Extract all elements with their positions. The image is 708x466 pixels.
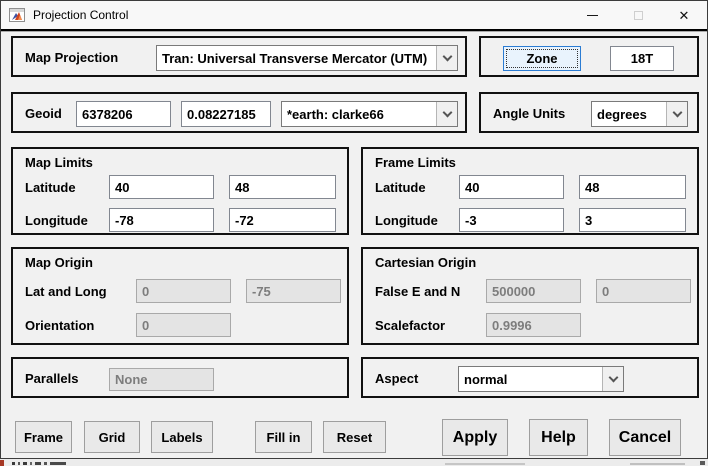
false-e-and-n-label: False E and N: [375, 284, 461, 299]
labels-button[interactable]: Labels: [151, 421, 213, 453]
titlebar-divider-shadow: [1, 31, 707, 32]
map-limits-lon-max-field[interactable]: -72: [229, 208, 336, 232]
frame-limits-latitude-label: Latitude: [375, 180, 426, 195]
frame-limits-group: Frame Limits Latitude 40 48 Longitude -3…: [361, 147, 699, 235]
origin-long-field: -75: [246, 279, 341, 303]
angle-units-select[interactable]: degrees: [591, 101, 688, 127]
background-artifact: [630, 463, 685, 465]
map-projection-select[interactable]: Tran: Universal Transverse Mercator (UTM…: [156, 45, 458, 71]
frame-limits-lat-min-field[interactable]: 40: [459, 175, 564, 199]
cancel-button[interactable]: Cancel: [609, 419, 681, 456]
frame-limits-longitude-label: Longitude: [375, 213, 438, 228]
origin-lat-field: 0: [136, 279, 231, 303]
map-limits-longitude-label: Longitude: [25, 213, 88, 228]
angle-units-group: Angle Units degrees: [479, 92, 699, 133]
background-artifact: [50, 462, 66, 465]
titlebar[interactable]: Projection Control ✕: [1, 1, 707, 29]
parallels-group: Parallels None: [11, 357, 349, 398]
angle-units-value: degrees: [597, 106, 647, 122]
background-window-sliver: [0, 459, 708, 466]
map-projection-value: Tran: Universal Transverse Mercator (UTM…: [162, 50, 428, 66]
orientation-label: Orientation: [25, 318, 95, 333]
cartesian-origin-group: Cartesian Origin False E and N 500000 0 …: [361, 247, 699, 345]
titlebar-divider: [1, 29, 707, 31]
lat-and-long-label: Lat and Long: [25, 284, 107, 299]
false-northing-field: 0: [596, 279, 691, 303]
map-limits-group: Map Limits Latitude 40 48 Longitude -78 …: [11, 147, 349, 235]
geoid-semimajor-field[interactable]: 6378206: [76, 101, 171, 127]
parallels-field: None: [109, 368, 214, 391]
geoid-label: Geoid: [25, 106, 62, 121]
geoid-ellipsoid-value: *earth: clarke66: [287, 106, 384, 122]
close-icon: ✕: [678, 7, 690, 23]
map-limits-lat-min-field[interactable]: 40: [109, 175, 214, 199]
aspect-group: Aspect normal: [361, 357, 699, 398]
matlab-figure-icon: [9, 8, 25, 22]
aspect-select[interactable]: normal: [458, 366, 624, 392]
frame-limits-lat-max-field[interactable]: 48: [579, 175, 686, 199]
map-origin-group: Map Origin Lat and Long 0 -75 Orientatio…: [11, 247, 349, 345]
background-artifact: [18, 462, 20, 465]
background-artifact: [445, 463, 525, 465]
background-artifact: [0, 460, 4, 466]
help-button[interactable]: Help: [529, 419, 588, 456]
map-limits-lon-min-field[interactable]: -78: [109, 208, 214, 232]
reset-button[interactable]: Reset: [323, 421, 386, 453]
aspect-label: Aspect: [375, 371, 419, 386]
map-projection-label: Map Projection: [25, 50, 119, 65]
scalefactor-label: Scalefactor: [375, 318, 446, 333]
map-origin-title: Map Origin: [25, 255, 93, 270]
aspect-value: normal: [464, 371, 508, 387]
background-artifact: [44, 462, 47, 465]
angle-units-label: Angle Units: [493, 106, 566, 121]
false-easting-field: 500000: [486, 279, 581, 303]
maximize-icon: [633, 10, 643, 20]
apply-button[interactable]: Apply: [442, 419, 508, 456]
zone-value-field[interactable]: 18T: [610, 46, 674, 71]
map-limits-latitude-label: Latitude: [25, 180, 76, 195]
chevron-down-icon[interactable]: [436, 102, 457, 126]
background-artifact: [23, 462, 27, 465]
background-artifact: [12, 462, 15, 465]
geoid-group: Geoid 6378206 0.08227185 *earth: clarke6…: [11, 92, 467, 133]
zone-group: Zone 18T: [479, 36, 699, 77]
map-projection-group: Map Projection Tran: Universal Transvers…: [11, 36, 467, 77]
maximize-button: [615, 1, 661, 29]
fill-in-button[interactable]: Fill in: [255, 421, 312, 453]
minimize-icon: [586, 14, 598, 16]
background-artifact: [30, 462, 32, 465]
minimize-button[interactable]: [569, 1, 615, 29]
frame-limits-lon-min-field[interactable]: -3: [459, 208, 564, 232]
frame-limits-title: Frame Limits: [375, 155, 456, 170]
frame-limits-lon-max-field[interactable]: 3: [579, 208, 686, 232]
orientation-field: 0: [136, 313, 231, 337]
background-artifact: [700, 461, 705, 465]
chevron-down-icon[interactable]: [436, 46, 457, 70]
geoid-eccentricity-field[interactable]: 0.08227185: [181, 101, 271, 127]
map-limits-lat-max-field[interactable]: 48: [229, 175, 336, 199]
grid-button[interactable]: Grid: [84, 421, 140, 453]
geoid-ellipsoid-select[interactable]: *earth: clarke66: [281, 101, 458, 127]
window-title: Projection Control: [33, 8, 129, 22]
scalefactor-field: 0.9996: [486, 313, 581, 337]
chevron-down-icon[interactable]: [666, 102, 687, 126]
background-artifact: [35, 462, 41, 465]
close-button[interactable]: ✕: [661, 1, 707, 29]
parallels-label: Parallels: [25, 371, 79, 386]
map-limits-title: Map Limits: [25, 155, 93, 170]
cartesian-origin-title: Cartesian Origin: [375, 255, 477, 270]
frame-button[interactable]: Frame: [15, 421, 72, 453]
zone-button[interactable]: Zone: [503, 46, 581, 71]
chevron-down-icon[interactable]: [602, 367, 623, 391]
